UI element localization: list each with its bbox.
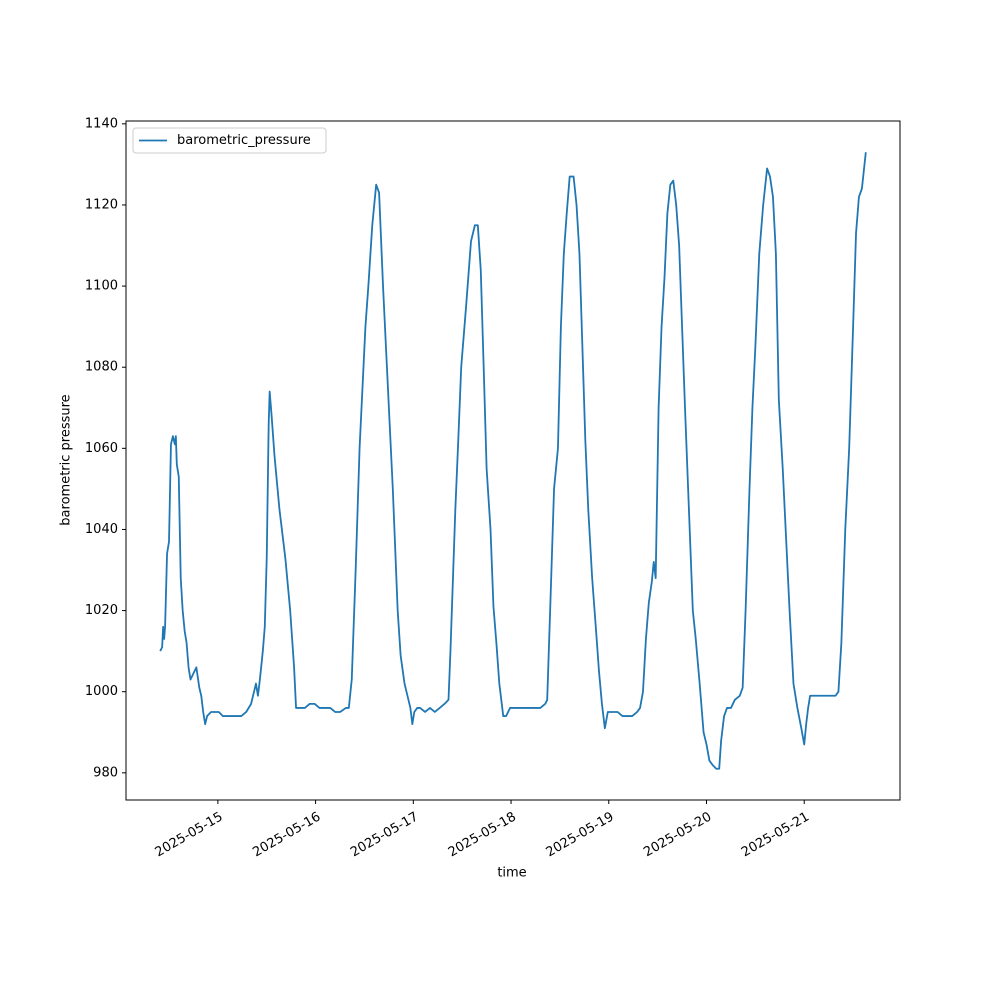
y-tick-label: 1020 [85,603,118,618]
plot-frame [125,120,901,801]
y-tick-label: 1140 [85,116,118,131]
y-tick-label: 980 [93,765,118,780]
y-tick-label: 1040 [85,522,118,537]
legend-box [132,127,327,154]
y-tick-label: 1000 [85,684,118,699]
y-tick-label: 1120 [85,197,118,212]
x-axis-label: time [497,866,526,881]
y-tick-label: 1060 [85,441,118,456]
y-tick-label: 1100 [85,279,118,294]
y-axis-label: barometric pressure [59,394,74,525]
legend-label: barometric_pressure [177,133,311,148]
y-tick-label: 1080 [85,360,118,375]
data-line [159,152,867,770]
